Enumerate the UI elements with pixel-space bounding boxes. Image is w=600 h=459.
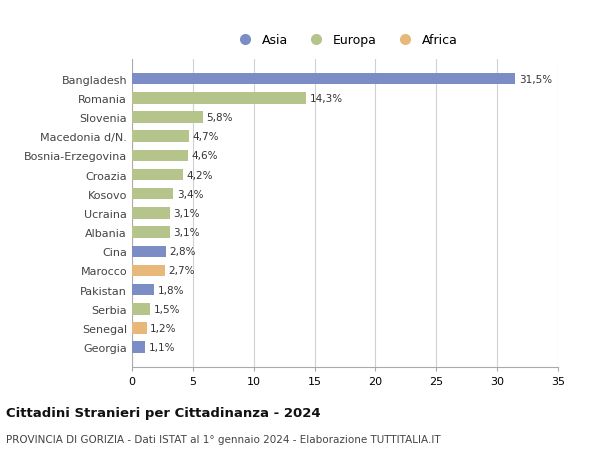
Bar (132, 131, 189, 143)
Bar (132, 169, 183, 181)
Text: 1,1%: 1,1% (149, 342, 176, 353)
Bar (132, 150, 188, 162)
Legend: Asia, Europa, Africa: Asia, Europa, Africa (227, 29, 463, 52)
Text: 31,5%: 31,5% (519, 74, 552, 84)
Text: 5,8%: 5,8% (206, 113, 233, 123)
Text: 3,4%: 3,4% (177, 189, 203, 199)
Bar (132, 207, 170, 219)
Text: 3,1%: 3,1% (173, 208, 200, 218)
Text: 4,2%: 4,2% (187, 170, 213, 180)
Text: 1,8%: 1,8% (158, 285, 184, 295)
Text: 1,2%: 1,2% (150, 323, 177, 333)
Text: 2,7%: 2,7% (169, 266, 195, 276)
Bar (132, 284, 154, 296)
Bar (132, 112, 203, 123)
Bar (132, 303, 150, 315)
Text: 14,3%: 14,3% (310, 94, 343, 104)
Text: 4,7%: 4,7% (193, 132, 220, 142)
Bar (132, 265, 165, 277)
Bar (132, 323, 146, 334)
Bar (132, 189, 173, 200)
Text: 1,5%: 1,5% (154, 304, 181, 314)
Bar (132, 246, 166, 257)
Text: 3,1%: 3,1% (173, 228, 200, 238)
Text: 2,8%: 2,8% (170, 247, 196, 257)
Bar (132, 73, 515, 85)
Text: PROVINCIA DI GORIZIA - Dati ISTAT al 1° gennaio 2024 - Elaborazione TUTTITALIA.I: PROVINCIA DI GORIZIA - Dati ISTAT al 1° … (6, 434, 440, 444)
Bar (132, 227, 170, 238)
Text: 4,6%: 4,6% (191, 151, 218, 161)
Bar (132, 93, 306, 104)
Text: Cittadini Stranieri per Cittadinanza - 2024: Cittadini Stranieri per Cittadinanza - 2… (6, 406, 320, 419)
Bar (132, 342, 145, 353)
